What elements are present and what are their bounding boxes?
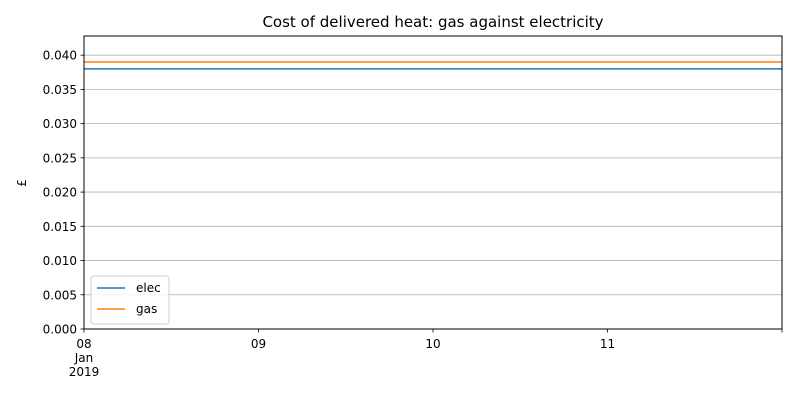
legend: elec gas (90, 275, 170, 325)
x-tick-label: 2019 (69, 365, 100, 379)
y-tick-label: 0.010 (43, 254, 77, 268)
y-axis-label: £ (15, 179, 29, 187)
grid-lines (84, 54, 782, 330)
legend-label-gas: gas (136, 302, 157, 316)
plot-frame (83, 35, 783, 330)
y-tick-label: 0.035 (43, 83, 77, 97)
y-tick-label: 0.005 (43, 288, 77, 302)
y-tick-label: 0.040 (43, 49, 77, 63)
chart-title: Cost of delivered heat: gas against elec… (262, 13, 603, 31)
x-tick-label: 09 (251, 337, 266, 351)
x-tick-label: 10 (425, 337, 440, 351)
series-lines (84, 61, 782, 70)
legend-label-elec: elec (136, 281, 161, 295)
y-tick-label: 0.020 (43, 186, 77, 200)
x-tick-label: Jan (74, 351, 94, 365)
x-tick-label: 08 (76, 337, 91, 351)
y-tick-label: 0.025 (43, 151, 77, 165)
y-axis-ticks: 0.000 0.005 0.010 0.015 0.020 0.025 0.030 0.035… (43, 49, 84, 337)
x-tick-label: 11 (600, 337, 615, 351)
y-tick-label: 0.030 (43, 117, 77, 131)
y-tick-label: 0.000 (43, 323, 77, 337)
y-tick-label: 0.015 (43, 220, 77, 234)
